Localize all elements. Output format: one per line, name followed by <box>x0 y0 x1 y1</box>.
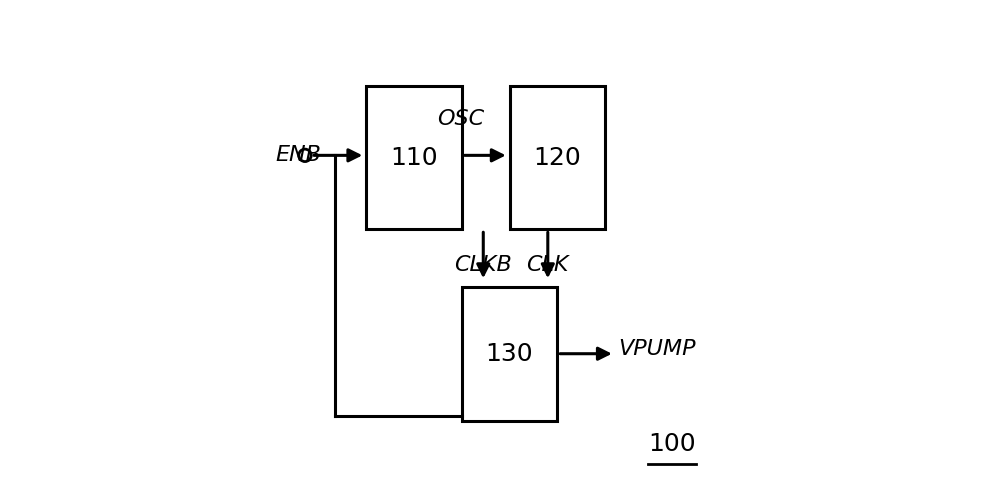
Text: ENB: ENB <box>275 145 321 165</box>
Text: CLK: CLK <box>527 255 569 275</box>
Text: 110: 110 <box>390 146 438 170</box>
FancyBboxPatch shape <box>510 86 605 229</box>
FancyBboxPatch shape <box>462 287 557 421</box>
Text: CLKB: CLKB <box>454 255 512 275</box>
Text: OSC: OSC <box>437 109 484 129</box>
Text: VPUMP: VPUMP <box>619 339 696 359</box>
Text: 120: 120 <box>533 146 581 170</box>
FancyBboxPatch shape <box>366 86 462 229</box>
Text: 100: 100 <box>648 433 696 456</box>
Text: 130: 130 <box>486 342 533 366</box>
